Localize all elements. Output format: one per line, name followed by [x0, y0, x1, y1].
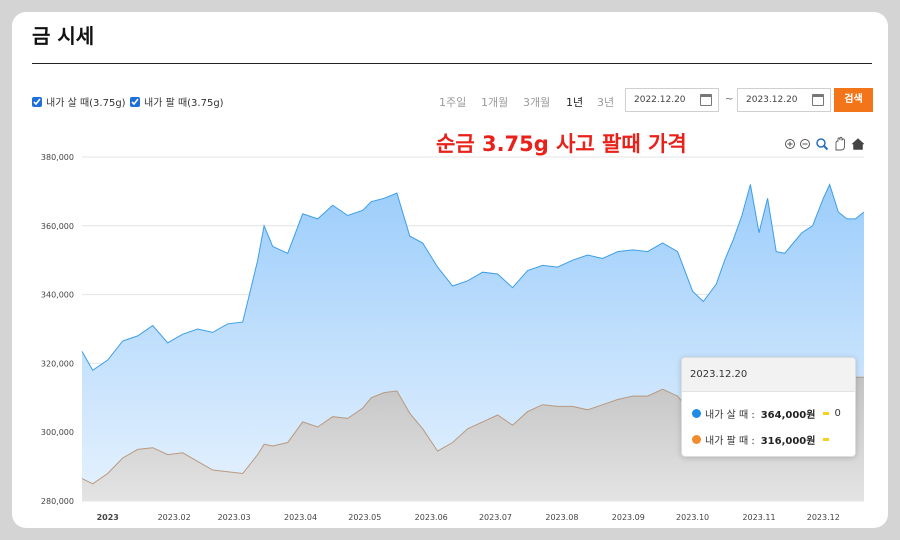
chart-tooltip: 2023.12.20 내가 살 때 : 364,000원 0 내가 팔 때 : …	[681, 357, 856, 457]
start-date-input[interactable]: 2022.12.20	[625, 88, 719, 112]
period-1week[interactable]: 1주일	[439, 96, 467, 109]
period-3year[interactable]: 3년	[597, 96, 615, 109]
period-3month[interactable]: 3개월	[523, 96, 551, 109]
pan-hand-icon[interactable]	[835, 136, 845, 151]
x-tick-label: 2023	[97, 513, 119, 522]
tooltip-date: 2023.12.20	[682, 358, 855, 392]
tooltip-buy-row: 내가 살 때 : 364,000원 0	[692, 406, 841, 421]
buy-price-checkbox-label: 내가 살 때(3.75g)	[46, 98, 126, 109]
zoom-out-icon[interactable]	[800, 139, 810, 149]
page-title: 금 시세	[32, 24, 95, 48]
sell-series-dot	[692, 435, 701, 444]
home-icon[interactable]	[851, 138, 865, 150]
x-tick-label: 2023.12	[807, 513, 840, 522]
tooltip-sell-label: 내가 팔 때 :	[705, 436, 755, 447]
filter-toolbar: 내가 살 때(3.75g) 내가 팔 때(3.75g) 1주일 1개월 3개월 …	[12, 88, 888, 114]
y-tick-label: 280,000	[41, 497, 74, 506]
buy-series-line	[81, 183, 865, 372]
magnify-icon[interactable]	[816, 138, 829, 151]
calendar-icon[interactable]	[812, 94, 824, 106]
date-separator: ~	[725, 94, 734, 105]
end-date-input[interactable]: 2023.12.20	[737, 88, 831, 112]
sell-price-checkbox[interactable]: 내가 팔 때(3.75g)	[130, 94, 224, 109]
price-chart: 380,000 360,000 340,000 320,000 300,000 280,0…	[41, 132, 865, 522]
buy-price-checkbox[interactable]: 내가 살 때(3.75g)	[32, 94, 126, 109]
period-1month[interactable]: 1개월	[481, 96, 509, 109]
end-date-value: 2023.12.20	[746, 95, 798, 105]
x-tick-label: 2023.08	[545, 513, 578, 522]
x-tick-label: 2023.10	[676, 513, 709, 522]
x-tick-label: 2023.09	[612, 513, 645, 522]
chart-caption: 순금 3.75g 사고 팔때 가격	[436, 132, 687, 156]
sell-price-checkbox-input[interactable]	[130, 96, 140, 107]
sell-series-area	[82, 377, 864, 501]
sell-price-checkbox-label: 내가 팔 때(3.75g)	[144, 98, 224, 109]
x-tick-label: 2023.03	[218, 513, 251, 522]
buy-series-dot	[692, 409, 701, 418]
y-tick-label: 320,000	[41, 359, 74, 368]
y-tick-label: 340,000	[41, 291, 74, 300]
tooltip-buy-value: 364,000원	[760, 410, 816, 421]
x-axis: 2023 2023.02 2023.03 2023.04 2023.05 2023.06 2…	[97, 513, 840, 522]
chart-toolbar	[785, 136, 865, 151]
tooltip-buy-extra: 0	[834, 408, 841, 419]
tooltip-sell-row: 내가 팔 때 : 316,000원	[692, 432, 830, 447]
period-1year[interactable]: 1년	[566, 96, 584, 109]
buy-price-checkbox-input[interactable]	[32, 96, 42, 107]
y-tick-label: 300,000	[41, 428, 74, 437]
zoom-in-icon[interactable]	[785, 139, 795, 149]
x-tick-label: 2023.05	[348, 513, 381, 522]
start-date-value: 2022.12.20	[634, 95, 686, 105]
calendar-icon[interactable]	[700, 94, 712, 106]
change-marker-icon	[823, 438, 830, 441]
gold-price-panel: 금 시세 내가 살 때(3.75g) 내가 팔 때(3.75g) 1주일 1개월…	[12, 12, 888, 528]
x-tick-label: 2023.04	[284, 513, 317, 522]
tooltip-sell-value: 316,000원	[760, 436, 816, 447]
x-tick-label: 2023.02	[158, 513, 191, 522]
series-layer	[81, 183, 865, 501]
x-tick-label: 2023.07	[479, 513, 512, 522]
y-tick-label: 360,000	[41, 222, 74, 231]
change-marker-icon	[823, 412, 830, 415]
search-button[interactable]: 검색	[834, 88, 873, 112]
y-tick-label: 380,000	[41, 153, 74, 162]
title-divider	[32, 63, 872, 64]
tooltip-buy-label: 내가 살 때 :	[705, 410, 755, 421]
x-tick-label: 2023.06	[415, 513, 448, 522]
x-tick-label: 2023.11	[742, 513, 775, 522]
